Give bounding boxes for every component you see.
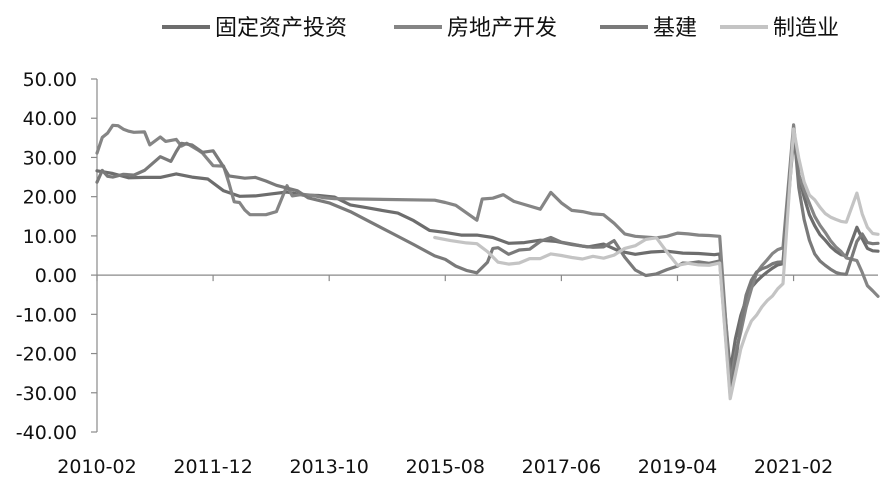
legend-label: 固定资产投资: [215, 16, 347, 41]
y-tick-label: -10.00: [16, 304, 77, 326]
legend-label: 房地产开发: [447, 16, 557, 41]
series-line-4: [433, 127, 880, 401]
x-tick-label: 2019-04: [638, 456, 717, 478]
y-tick-label: 0.00: [35, 265, 77, 287]
legend-label: 基建: [653, 16, 697, 41]
y-tick-label: 10.00: [23, 226, 77, 248]
y-axis: 50.00 40.00 30.00 20.00 10.00 0.00 -10.00 -20.0…: [16, 69, 98, 444]
series-line-2: [95, 123, 880, 385]
series-line-1: [95, 136, 880, 373]
y-tick-label: -40.00: [16, 422, 77, 444]
x-tick-label: 2021-02: [754, 456, 833, 478]
x-tick-label: 2015-08: [406, 456, 485, 478]
y-tick-label: -30.00: [16, 383, 77, 405]
series-line-3: [95, 126, 880, 397]
x-tick-label: 2011-12: [173, 456, 252, 478]
y-tick-label: 30.00: [23, 147, 77, 169]
x-tick-label: 2010-02: [57, 456, 136, 478]
y-tick-label: 40.00: [23, 108, 77, 130]
legend-label: 制造业: [773, 16, 839, 41]
y-tick-label: -20.00: [16, 344, 77, 366]
plot-area: [95, 123, 880, 401]
y-tick-label: 20.00: [23, 187, 77, 209]
x-tick-label: 2013-10: [289, 456, 368, 478]
x-axis: 2010-02 2011-12 2013-10 2015-08 2017-06 2019-…: [57, 274, 878, 478]
x-tick-label: 2017-06: [522, 456, 601, 478]
y-tick-label: 50.00: [23, 69, 77, 91]
chart-legend: 固定资产投资 房地产开发 基建 制造业: [162, 16, 839, 41]
